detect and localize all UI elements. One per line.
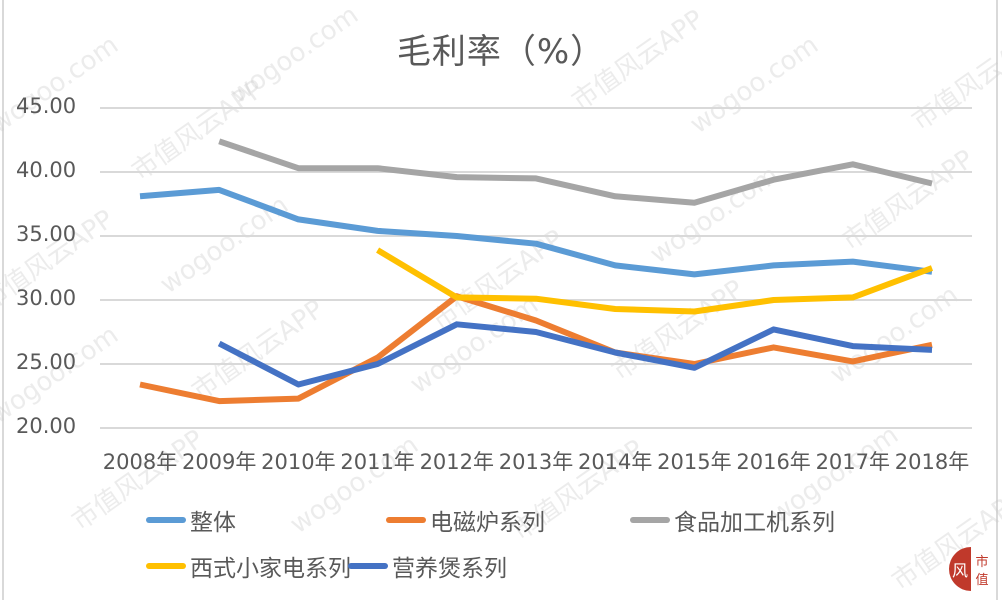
- x-tick-label: 2014年: [577, 450, 653, 474]
- y-tick-label: 20.00: [16, 414, 77, 438]
- x-tick-label: 2015年: [657, 450, 732, 474]
- y-tick-label: 40.00: [16, 158, 77, 182]
- y-tick-label: 35.00: [16, 222, 77, 246]
- x-tick-label: 2009年: [181, 450, 257, 474]
- svg-text:值: 值: [975, 572, 988, 588]
- legend-item: 电磁炉系列: [386, 503, 545, 537]
- x-tick-label: 2013年: [498, 450, 574, 474]
- x-tick-label: 2011年: [340, 450, 415, 474]
- svg-text:风: 风: [952, 561, 968, 580]
- y-tick-label: 25.00: [16, 350, 77, 374]
- series-line-0: [139, 186, 933, 278]
- x-tick-label: 2008年: [102, 450, 178, 474]
- legend-label: 电磁炉系列: [430, 510, 545, 536]
- legend-swatch-icon: [386, 517, 426, 523]
- legend-label: 整体: [190, 510, 236, 536]
- svg-text:市: 市: [975, 554, 988, 570]
- series-line-2: [218, 138, 933, 206]
- legend-label: 营养煲系列: [392, 556, 507, 582]
- legend-item: 整体: [146, 503, 236, 537]
- series-line-3: [376, 247, 934, 315]
- legend-swatch-icon: [630, 517, 670, 523]
- x-tick-label: 2018年: [894, 450, 970, 474]
- legend-swatch-icon: [146, 517, 186, 523]
- legend-item: 食品加工机系列: [630, 503, 835, 537]
- chart-title: 毛利率（%）: [396, 32, 606, 72]
- legend-item: 营养煲系列: [348, 549, 507, 583]
- series-line-4: [217, 321, 933, 388]
- legend-label: 西式小家电系列: [190, 556, 351, 582]
- x-tick-label: 2017年: [815, 450, 891, 474]
- x-tick-label: 2012年: [419, 450, 495, 474]
- legend-swatch-icon: [146, 563, 186, 569]
- series-line-1: [139, 293, 933, 405]
- legend-swatch-icon: [348, 563, 388, 569]
- legend-item: 西式小家电系列: [146, 549, 351, 583]
- x-tick-label: 2010年: [261, 450, 336, 474]
- y-tick-label: 45.00: [16, 94, 77, 118]
- brand-logo-icon: 风 市 值: [948, 546, 994, 592]
- x-tick-label: 2016年: [736, 450, 811, 474]
- y-tick-label: 30.00: [16, 286, 77, 310]
- legend-label: 食品加工机系列: [674, 510, 835, 536]
